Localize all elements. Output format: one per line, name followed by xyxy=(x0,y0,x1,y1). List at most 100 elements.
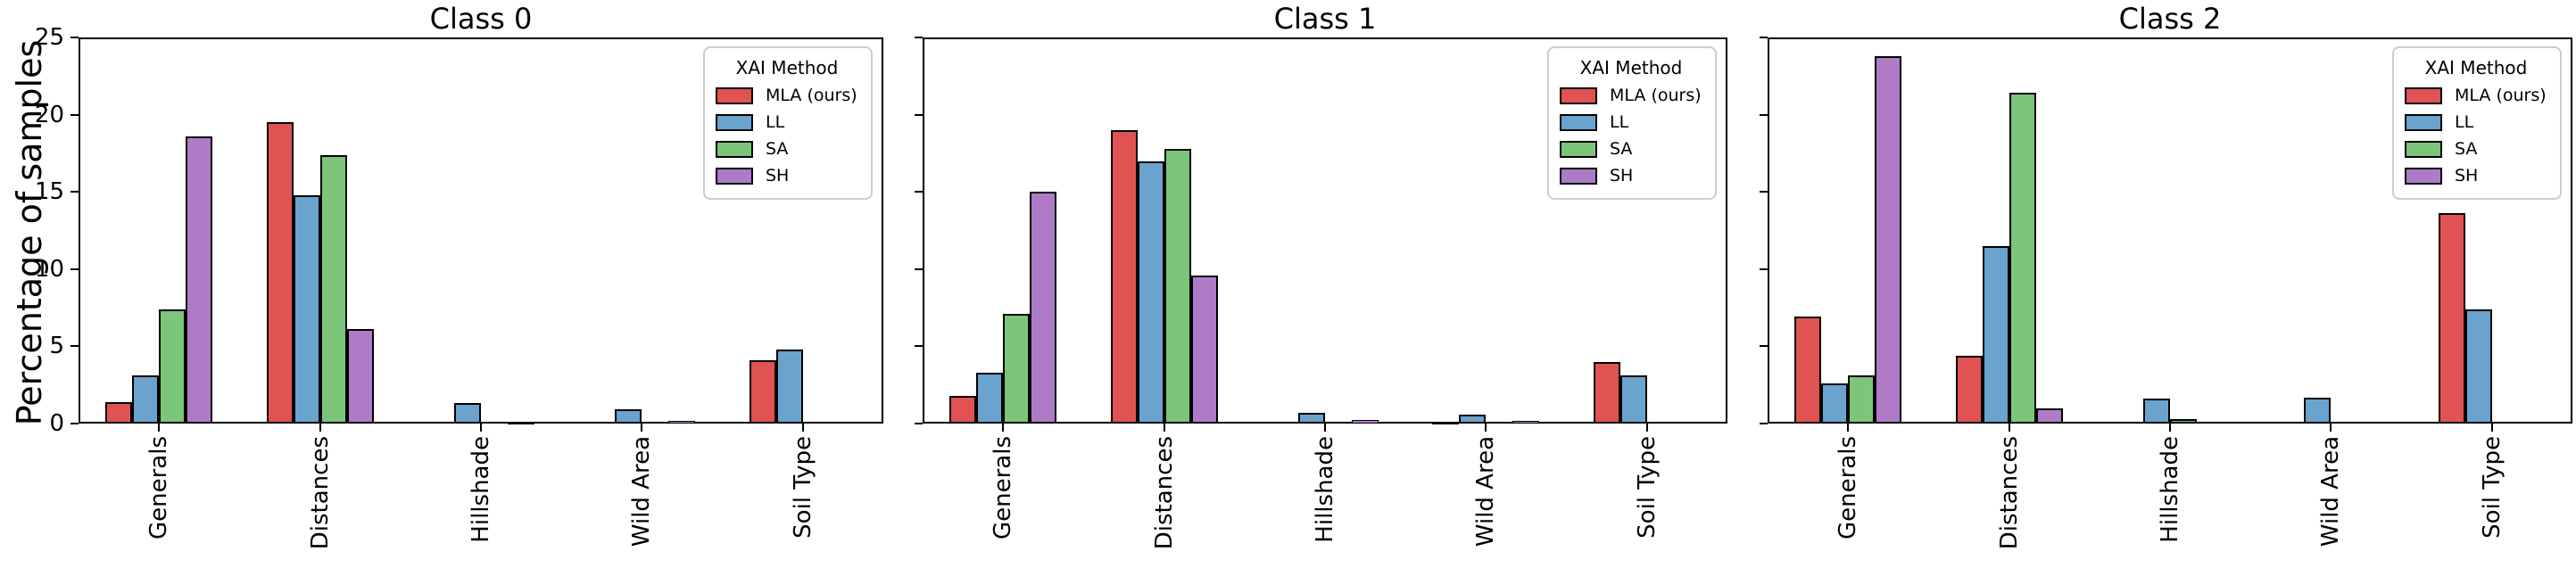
panel-title-class-1: Class 1 xyxy=(1273,2,1377,36)
bar-mla-wild-area xyxy=(1432,422,1460,424)
y-axis-tick xyxy=(70,268,79,270)
bar-ll-wild-area xyxy=(2304,398,2332,424)
x-category-label: Soil Type xyxy=(789,436,816,539)
bar-ll-generals xyxy=(1821,383,1849,424)
bar-sa-distances xyxy=(2009,93,2036,424)
x-category-label: Distances xyxy=(1995,436,2023,550)
x-axis-tick xyxy=(1002,424,1005,432)
y-tick-label: 10 xyxy=(34,255,64,283)
legend-entry-label: SA xyxy=(766,139,789,159)
bar-mla-soil-type xyxy=(749,359,776,424)
legend-entry-label: SH xyxy=(1610,166,1634,185)
y-axis-label: Percentage of samples xyxy=(10,39,49,425)
legend-entry-sh: SH xyxy=(2405,162,2547,189)
bar-sh-generals xyxy=(1030,192,1057,424)
legend-title: XAI Method xyxy=(735,57,839,78)
bar-mla-soil-type xyxy=(1593,361,1620,424)
legend-entry-label: LL xyxy=(1610,112,1629,132)
y-axis-tick xyxy=(915,113,923,116)
x-category-label: Wild Area xyxy=(1472,436,1500,547)
y-axis-tick xyxy=(1760,268,1768,270)
x-category-label: Hillshade xyxy=(2157,436,2183,543)
x-axis-tick xyxy=(1324,424,1326,432)
legend-entry-label: SH xyxy=(766,166,790,185)
y-axis-tick xyxy=(70,37,79,38)
bar-sh-distances xyxy=(346,329,374,424)
legend-color-swatch-ll xyxy=(716,113,753,131)
legend-entry-label: SA xyxy=(1610,139,1633,159)
bar-ll-hillshade xyxy=(1298,412,1325,424)
bar-ll-generals xyxy=(132,375,160,424)
y-axis-tick xyxy=(915,37,923,38)
legend-color-swatch-sa xyxy=(1560,140,1597,158)
x-axis-tick xyxy=(2330,424,2332,432)
x-axis-tick xyxy=(641,424,643,432)
x-axis-tick xyxy=(1847,424,1850,432)
legend-entry-sa: SA xyxy=(2405,136,2547,162)
legend-title: XAI Method xyxy=(1579,57,1683,78)
y-axis-tick xyxy=(70,113,79,116)
bar-ll-distances xyxy=(1982,245,2009,424)
bar-ll-wild-area xyxy=(1459,414,1487,424)
x-category-label: Generals xyxy=(145,436,173,540)
x-category-label: Distances xyxy=(306,436,334,550)
y-tick-label: 20 xyxy=(34,101,64,128)
legend-entry-label: MLA (ours) xyxy=(1610,86,1702,105)
bar-sh-generals xyxy=(186,136,213,424)
bar-mla-generals xyxy=(1794,317,1822,424)
bar-sh-distances xyxy=(2035,407,2063,424)
x-axis-tick xyxy=(1163,424,1165,432)
bar-mla-distances xyxy=(1110,129,1138,424)
x-axis-tick xyxy=(2490,424,2493,432)
legend-entry-sa: SA xyxy=(1560,136,1702,162)
x-category-label: Generals xyxy=(1835,436,1862,540)
legend-color-swatch-sa xyxy=(2405,140,2442,158)
legend-entry-ll: LL xyxy=(1560,109,1702,136)
bar-sa-generals xyxy=(1003,314,1031,424)
bar-mla-soil-type xyxy=(2438,213,2465,424)
x-category-label: Distances xyxy=(1150,436,1178,550)
legend-entry-ll: LL xyxy=(2405,109,2547,136)
legend-entry-label: MLA (ours) xyxy=(766,86,857,105)
legend: XAI Method MLA (ours) LL SA SH xyxy=(1547,46,1717,200)
bar-ll-soil-type xyxy=(1619,375,1647,424)
legend-entry-label: LL xyxy=(766,112,785,132)
x-axis-tick xyxy=(319,424,321,432)
legend-entry-sa: SA xyxy=(716,136,858,162)
legend: XAI Method MLA (ours) LL SA SH xyxy=(703,46,873,200)
legend-color-swatch-mla xyxy=(1560,86,1597,104)
legend-entry-label: SA xyxy=(2455,139,2478,159)
x-category-label: Wild Area xyxy=(628,436,656,547)
panel-title-class-0: Class 0 xyxy=(429,2,533,36)
x-axis-tick xyxy=(1645,424,1648,432)
bar-sa-generals xyxy=(159,309,186,424)
bar-sh-distances xyxy=(1190,275,1218,424)
x-category-label: Hillshade xyxy=(468,436,494,543)
y-axis-tick xyxy=(1760,37,1768,38)
bar-ll-hillshade xyxy=(454,403,481,424)
y-axis-tick xyxy=(1760,191,1768,193)
bar-ll-distances xyxy=(293,194,320,424)
legend-entry-mla: MLA (ours) xyxy=(716,82,858,109)
x-axis-tick xyxy=(801,424,804,432)
y-tick-label: 0 xyxy=(49,410,64,437)
legend-entry-ll: LL xyxy=(716,109,858,136)
y-axis-tick xyxy=(915,268,923,270)
legend-entry-label: SH xyxy=(2455,166,2479,185)
y-axis-tick xyxy=(70,345,79,348)
y-tick-label: 5 xyxy=(49,333,64,360)
y-axis-tick xyxy=(915,345,923,348)
legend-color-swatch-mla xyxy=(2405,86,2442,104)
legend-color-swatch-mla xyxy=(716,86,753,104)
bar-ll-wild-area xyxy=(615,409,642,424)
legend-entry-label: LL xyxy=(2455,112,2474,132)
x-axis-tick xyxy=(1485,424,1487,432)
y-axis-tick xyxy=(1760,345,1768,348)
x-category-label: Generals xyxy=(990,436,1017,540)
panel-title-class-2: Class 2 xyxy=(2118,2,2222,36)
x-axis-tick xyxy=(2169,424,2171,432)
x-category-label: Hillshade xyxy=(1312,436,1338,543)
y-tick-label: 25 xyxy=(34,24,64,51)
bar-sa-generals xyxy=(1848,375,1876,424)
